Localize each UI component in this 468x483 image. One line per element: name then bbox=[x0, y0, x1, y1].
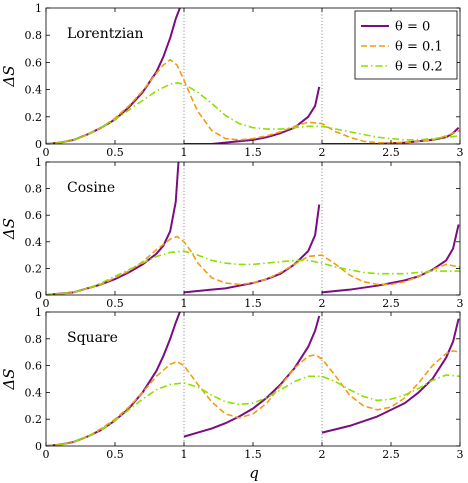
y-tick-label: 0.8 bbox=[25, 333, 43, 346]
legend: θ = 0 θ = 0.1 θ = 0.2 bbox=[354, 10, 458, 80]
y-tick-label: 0.6 bbox=[25, 209, 43, 222]
series-line bbox=[183, 204, 321, 294]
legend-label: θ = 0.1 bbox=[395, 40, 443, 55]
y-tick-label: 0.2 bbox=[25, 413, 43, 426]
panel-title: Lorentzian bbox=[67, 26, 144, 42]
x-tick-label: 0.5 bbox=[106, 146, 124, 159]
series-line bbox=[46, 235, 460, 295]
x-tick-label: 0.5 bbox=[106, 297, 124, 310]
panel-square: 0 0.5 1 1.5 2 2.5 3 0 0.2 0.4 0.6 0.8 1 Square ΔS bbox=[0, 306, 464, 461]
y-tick-label: 0 bbox=[35, 440, 42, 453]
y-tick-label: 0.8 bbox=[25, 183, 43, 196]
legend-label: θ = 0 bbox=[395, 20, 430, 35]
series-line bbox=[321, 318, 460, 434]
series-line bbox=[322, 126, 460, 144]
y-tick-label: 0 bbox=[35, 138, 42, 151]
series-line bbox=[321, 224, 460, 294]
series-line bbox=[184, 86, 321, 144]
y-tick-label: 0.4 bbox=[25, 386, 43, 399]
x-tick-label: 2.5 bbox=[382, 297, 400, 310]
y-axis-label: ΔS bbox=[0, 218, 18, 240]
panel-title: Square bbox=[67, 330, 118, 346]
y-tick-label: 0.6 bbox=[25, 360, 43, 373]
y-tick-label: 0.2 bbox=[25, 262, 43, 275]
x-tick-label: 1.5 bbox=[244, 297, 262, 310]
legend-box bbox=[354, 10, 458, 80]
y-axis-label: ΔS bbox=[0, 65, 18, 87]
y-tick-label: 0.4 bbox=[25, 236, 43, 249]
x-tick-label: 0.5 bbox=[106, 448, 124, 461]
x-tick-label: 1 bbox=[181, 146, 188, 159]
x-tick-label: 2 bbox=[319, 297, 326, 310]
x-tick-label: 2 bbox=[319, 146, 326, 159]
x-tick-label: 3 bbox=[457, 297, 464, 310]
y-tick-label: 0.8 bbox=[25, 29, 43, 42]
y-tick-label: 0.6 bbox=[25, 56, 43, 69]
x-tick-label: 2 bbox=[319, 448, 326, 461]
x-tick-label: 0 bbox=[43, 146, 50, 159]
panel-lorentzian: 0 0.5 1 1.5 2 2.5 3 0 0.2 0.4 0.6 0.8 1 Lorentzian ΔS bbox=[0, 2, 464, 159]
y-tick-label: 0 bbox=[35, 289, 42, 302]
y-tick-label: 1 bbox=[35, 306, 42, 319]
panel-cosine: 0 0.5 1 1.5 2 2.5 3 0 0.2 0.4 0.6 0.8 1 Cosine ΔS bbox=[0, 156, 464, 310]
y-tick-label: 0.4 bbox=[25, 84, 43, 97]
x-tick-label: 2.5 bbox=[382, 146, 400, 159]
series-line bbox=[46, 58, 460, 144]
x-tick-label: 1.5 bbox=[244, 146, 262, 159]
panel-title: Cosine bbox=[67, 180, 115, 196]
x-tick-label: 0 bbox=[43, 297, 50, 310]
series-line bbox=[46, 374, 460, 446]
x-tick-label: 3 bbox=[457, 448, 464, 461]
y-tick-label: 1 bbox=[35, 156, 42, 169]
x-tick-label: 1.5 bbox=[244, 448, 262, 461]
x-tick-label: 2.5 bbox=[382, 448, 400, 461]
x-tick-label: 3 bbox=[457, 146, 464, 159]
series-line bbox=[46, 250, 460, 295]
x-tick-label: 1 bbox=[181, 297, 188, 310]
y-axis-label: ΔS bbox=[0, 368, 18, 390]
series-line bbox=[46, 350, 460, 446]
legend-label: θ = 0.2 bbox=[395, 60, 443, 75]
y-tick-label: 0.2 bbox=[25, 111, 43, 124]
x-axis-label: q bbox=[249, 464, 259, 482]
series-line bbox=[183, 315, 321, 438]
x-tick-label: 0 bbox=[43, 448, 50, 461]
x-tick-label: 1 bbox=[181, 448, 188, 461]
y-tick-label: 1 bbox=[35, 2, 42, 15]
series-line bbox=[46, 82, 460, 144]
